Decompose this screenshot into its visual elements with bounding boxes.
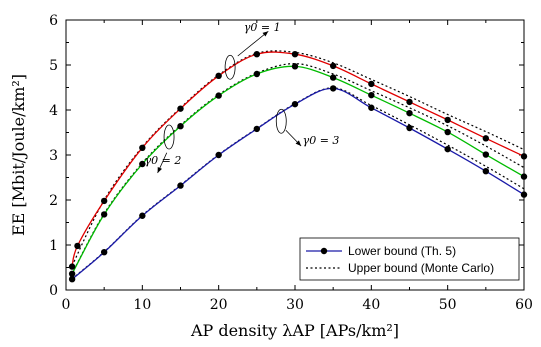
y-tick-label: 5 xyxy=(49,58,58,74)
data-point xyxy=(68,263,76,270)
data-point xyxy=(368,91,375,99)
annotation-arrowhead xyxy=(262,31,269,37)
annotation-ellipse xyxy=(275,108,287,134)
x-tick-label: 50 xyxy=(439,297,457,313)
data-point xyxy=(444,116,451,124)
plot-frame xyxy=(65,19,525,291)
data-point xyxy=(444,145,451,153)
x-tick-label: 0 xyxy=(62,297,71,313)
data-point xyxy=(100,211,108,218)
data-point xyxy=(215,72,222,80)
data-point xyxy=(368,80,375,88)
x-tick-label: 10 xyxy=(133,297,151,313)
data-point xyxy=(406,109,413,117)
y-tick-label: 3 xyxy=(49,148,58,164)
y-tick-label: 2 xyxy=(49,193,58,209)
annotation-ellipse xyxy=(163,124,175,150)
data-point xyxy=(406,98,413,106)
data-point xyxy=(253,51,261,58)
x-tick-label: 40 xyxy=(362,297,380,313)
data-point xyxy=(139,144,146,151)
data-point xyxy=(139,212,146,219)
data-point xyxy=(291,51,299,58)
series-upper-line-1 xyxy=(71,50,525,266)
series-lower-line-1 xyxy=(71,51,525,267)
data-point xyxy=(139,160,146,168)
data-point xyxy=(329,62,337,70)
data-point xyxy=(215,151,222,159)
data-point xyxy=(68,276,76,283)
annotation-gamma-2: γ0 = 2 xyxy=(145,154,182,167)
annotation-arrow xyxy=(237,30,269,57)
data-point xyxy=(291,63,299,70)
data-point xyxy=(368,104,375,111)
y-tick-label: 4 xyxy=(49,103,58,119)
x-tick-label: 20 xyxy=(210,297,228,313)
data-point xyxy=(291,100,299,108)
y-tick-label: 1 xyxy=(49,238,58,254)
data-point xyxy=(100,249,108,256)
annotation-layer: γ0 = 1 γ0 = 2 γ0 = 3 xyxy=(145,21,340,174)
annotation-arrowhead xyxy=(157,167,163,173)
data-point xyxy=(215,92,222,99)
legend-entry-upper: Upper bound (Monte Carlo) xyxy=(348,261,494,275)
legend: Lower bound (Th. 5) Upper bound (Monte C… xyxy=(299,237,520,281)
data-point xyxy=(74,242,81,250)
annotation-ellipse xyxy=(224,54,236,80)
x-axis-label: AP density λAP [APs/km²] xyxy=(190,321,399,340)
y-tick-label: 0 xyxy=(49,283,58,299)
data-point xyxy=(177,105,184,112)
x-tick-label: 60 xyxy=(515,297,533,313)
annotation-gamma-1: γ0 = 1 xyxy=(244,21,281,34)
data-point xyxy=(482,151,490,158)
data-point xyxy=(482,135,490,142)
annotation-arrowhead xyxy=(295,140,302,146)
data-point xyxy=(406,124,413,132)
data-point xyxy=(329,74,337,81)
data-point xyxy=(253,70,261,78)
data-point xyxy=(444,128,451,136)
legend-box xyxy=(299,237,520,281)
data-point xyxy=(329,85,337,92)
data-point xyxy=(68,270,76,277)
data-point xyxy=(177,182,184,189)
legend-marker-lower xyxy=(320,247,328,255)
y-tick-label: 6 xyxy=(49,13,58,29)
data-point xyxy=(100,197,108,205)
x-tick-label: 30 xyxy=(286,297,304,313)
data-point xyxy=(482,168,490,175)
data-point xyxy=(253,125,261,133)
ticks-layer: 0 10 20 30 40 50 60 0 1 2 3 4 5 6 xyxy=(49,13,533,313)
legend-entry-lower: Lower bound (Th. 5) xyxy=(348,244,456,258)
y-axis-label: EE [Mbit/Joule/km²] xyxy=(9,74,28,236)
series-layer xyxy=(68,50,528,283)
data-point xyxy=(177,123,184,130)
annotation-gamma-3: γ0 = 3 xyxy=(303,134,340,147)
